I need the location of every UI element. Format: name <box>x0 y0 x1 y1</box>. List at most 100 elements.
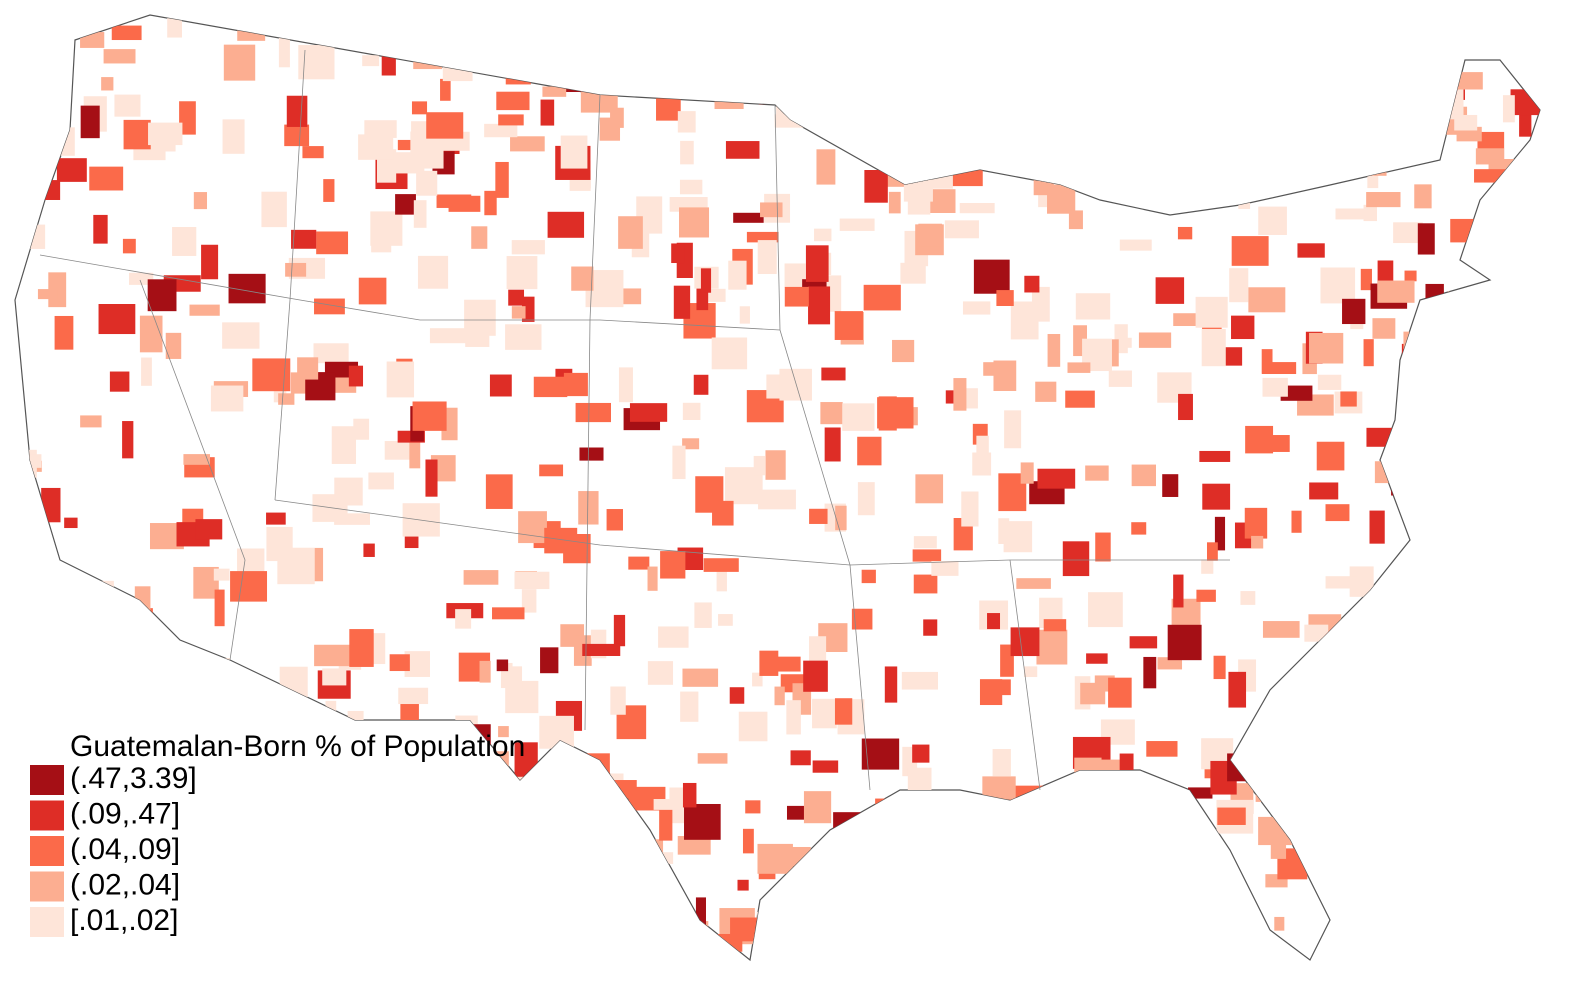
county <box>1274 916 1285 931</box>
county <box>1510 89 1540 116</box>
county <box>774 686 785 706</box>
county <box>1324 46 1361 69</box>
county <box>923 619 938 636</box>
county <box>547 211 585 238</box>
county <box>468 859 485 896</box>
county <box>900 262 926 284</box>
county <box>814 228 832 242</box>
county <box>371 771 394 794</box>
county <box>673 285 691 319</box>
county <box>733 212 764 223</box>
county <box>362 55 380 67</box>
county <box>840 926 871 951</box>
county <box>1012 38 1032 67</box>
county <box>1356 954 1394 960</box>
county <box>381 49 396 76</box>
county <box>20 224 46 249</box>
county <box>923 114 956 140</box>
county <box>647 661 674 685</box>
county <box>301 923 315 959</box>
county <box>383 851 418 884</box>
county <box>451 870 485 900</box>
county <box>139 315 163 353</box>
county <box>1004 410 1022 449</box>
county <box>26 685 60 724</box>
county <box>223 44 256 81</box>
state-border <box>274 499 1230 566</box>
county <box>1447 291 1484 302</box>
county <box>337 785 351 823</box>
county <box>696 279 709 311</box>
county <box>1367 157 1379 189</box>
county <box>430 760 455 797</box>
county <box>1383 128 1420 154</box>
county <box>122 421 134 459</box>
county <box>809 508 828 524</box>
county <box>945 390 957 404</box>
county <box>1409 771 1437 782</box>
county <box>572 24 601 38</box>
county <box>123 119 151 150</box>
county <box>1188 787 1213 799</box>
county <box>104 676 119 689</box>
county <box>72 943 86 958</box>
county <box>1377 280 1415 303</box>
county <box>786 700 801 735</box>
county <box>1462 709 1484 747</box>
county <box>1469 769 1506 805</box>
county <box>875 798 892 823</box>
county <box>803 791 832 824</box>
county <box>98 304 136 335</box>
county <box>141 357 152 386</box>
county <box>835 505 847 531</box>
county <box>425 459 438 497</box>
county <box>746 231 779 243</box>
county <box>1010 627 1040 657</box>
county <box>1157 657 1183 670</box>
county <box>694 602 712 628</box>
county <box>1036 929 1062 957</box>
county <box>682 668 719 687</box>
county <box>1228 671 1247 708</box>
county <box>362 814 374 827</box>
legend-label: [.01,.02] <box>70 904 178 937</box>
county <box>201 244 219 280</box>
county <box>1490 795 1528 809</box>
county <box>496 91 530 111</box>
county <box>1118 337 1132 348</box>
county <box>1377 260 1394 285</box>
county <box>37 180 61 200</box>
county <box>363 543 375 557</box>
county <box>331 426 357 464</box>
county <box>700 268 712 293</box>
county <box>1167 902 1192 936</box>
county <box>1396 881 1422 920</box>
county <box>965 866 981 878</box>
county <box>682 782 697 808</box>
county <box>440 78 451 101</box>
county <box>1480 761 1495 792</box>
county <box>729 687 745 704</box>
county <box>695 897 706 926</box>
county <box>1372 318 1396 339</box>
legend-label: (.09,.47] <box>70 797 180 830</box>
county <box>975 909 1010 943</box>
county <box>1497 748 1529 782</box>
county <box>285 262 307 277</box>
county <box>277 547 315 585</box>
county <box>1037 468 1076 489</box>
county <box>931 561 959 576</box>
county <box>455 609 472 629</box>
county <box>56 158 87 182</box>
county <box>120 635 147 662</box>
county <box>193 192 208 210</box>
county <box>1464 329 1475 344</box>
county <box>1027 99 1060 134</box>
county <box>371 225 392 253</box>
county <box>425 822 457 850</box>
county <box>1388 567 1418 589</box>
county <box>1167 624 1202 661</box>
county <box>482 936 517 956</box>
county <box>560 135 588 169</box>
county <box>1367 677 1378 694</box>
